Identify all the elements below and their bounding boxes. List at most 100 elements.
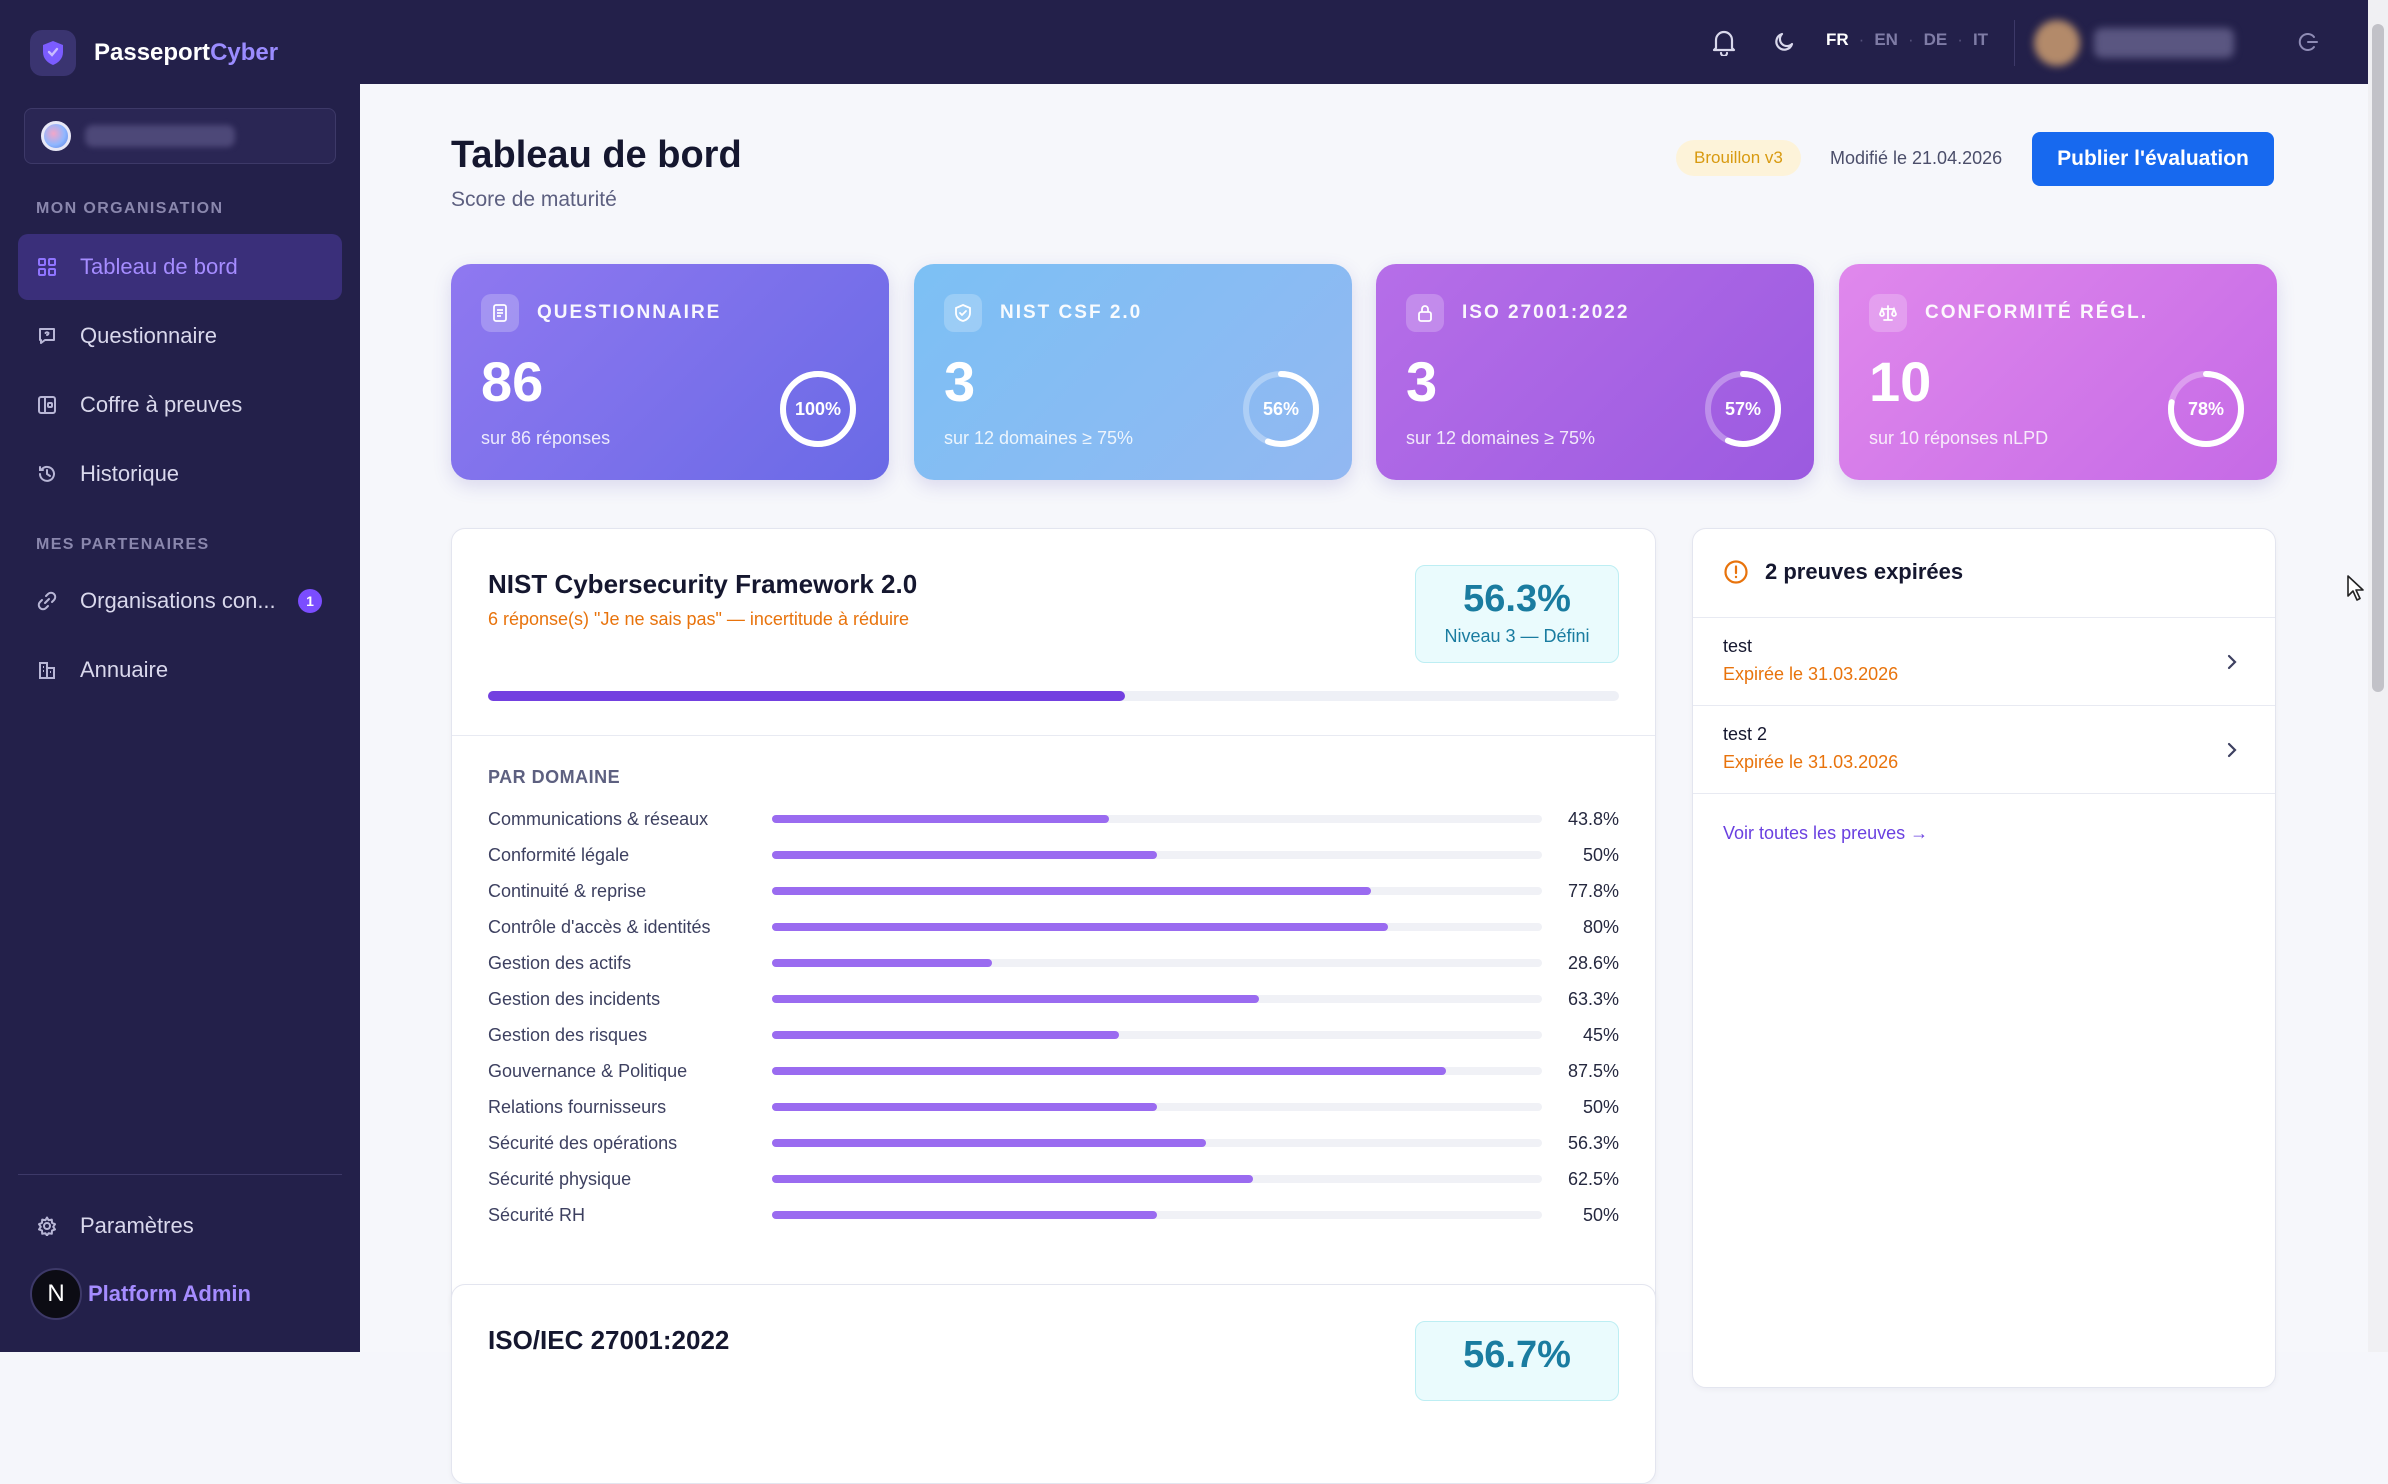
stat-card-nist[interactable]: NIST CSF 2.0 3 sur 12 domaines ≥ 75% 56%: [914, 264, 1352, 480]
sidebar-item-directory[interactable]: Annuaire: [18, 637, 342, 703]
moon-icon[interactable]: [1768, 26, 1800, 58]
domain-progress-bar: [772, 995, 1542, 1003]
stat-label: CONFORMITÉ RÉGL.: [1925, 302, 2149, 323]
domain-row: Gouvernance & Politique 87.5%: [488, 1053, 1619, 1089]
sidebar-item-settings[interactable]: Paramètres: [18, 1193, 342, 1259]
progress-ring: 100%: [780, 371, 856, 447]
domain-progress-bar: [772, 1067, 1542, 1075]
domain-row: Gestion des risques 45%: [488, 1017, 1619, 1053]
alert-circle-icon: [1724, 560, 1748, 584]
scale-icon: [1869, 294, 1907, 332]
nist-score-box: 56.3% Niveau 3 — Défini: [1415, 565, 1619, 663]
domain-progress-fill: [772, 923, 1388, 931]
separator-dot: ·: [1858, 30, 1865, 49]
domain-percentage: 28.6%: [1567, 952, 1619, 973]
brand-name: PasseportCyber: [94, 39, 279, 66]
language-fr[interactable]: FR: [1826, 30, 1849, 49]
domain-name: Gouvernance & Politique: [488, 1060, 688, 1081]
page-scrollbar[interactable]: [2368, 0, 2388, 1352]
sidebar-item-dashboard[interactable]: Tableau de bord: [18, 234, 342, 300]
stat-subtitle: sur 12 domaines ≥ 75%: [944, 428, 1133, 448]
card-divider: [1693, 793, 2275, 794]
domain-name: Sécurité des opérations: [488, 1132, 678, 1153]
admin-name: Platform Admin: [88, 1281, 251, 1306]
admin-user[interactable]: N Platform Admin: [30, 1268, 251, 1320]
top-bar: FR · EN · DE · IT: [360, 0, 2368, 84]
mouse-cursor-icon: [2347, 575, 2364, 601]
domain-percentage: 50%: [1582, 1204, 1619, 1225]
proof-expiry-date: Expirée le 31.03.2026: [1723, 752, 1899, 772]
shield-logo-icon: [30, 30, 76, 76]
separator-dot: ·: [1957, 30, 1963, 49]
domain-percentage: 62.5%: [1567, 1168, 1619, 1189]
scrollbar-thumb[interactable]: [2372, 24, 2384, 692]
sidebar-item-vault[interactable]: Coffre à preuves: [18, 372, 342, 438]
chevron-right-icon: [2223, 736, 2241, 764]
shield-icon: [944, 294, 982, 332]
nist-score-value: 56.3%: [1463, 578, 1571, 620]
sidebar-item-connected-organisations[interactable]: Organisations con... 1: [18, 568, 342, 634]
nist-maturity-level: Niveau 3 — Défini: [1444, 626, 1590, 646]
stat-card-compliance[interactable]: CONFORMITÉ RÉGL. 10 sur 10 réponses nLPD…: [1839, 264, 2277, 480]
domain-percentage: 80%: [1582, 916, 1619, 937]
uncertainty-warning: 6 réponse(s) "Je ne sais pas" — incertit…: [488, 609, 909, 629]
nist-framework-card: NIST Cybersecurity Framework 2.0 6 répon…: [451, 528, 1656, 1332]
domain-progress-fill: [772, 1175, 1254, 1183]
domain-progress-fill: [772, 1067, 1446, 1075]
domain-percentage: 43.8%: [1567, 808, 1619, 829]
bell-icon[interactable]: [1708, 26, 1740, 58]
logout-icon[interactable]: [2292, 26, 2324, 58]
domain-percentage: 77.8%: [1567, 880, 1619, 901]
iso-framework-card: ISO/IEC 27001:2022 56.7%: [451, 1284, 1656, 1484]
see-all-proofs-link[interactable]: Voir toutes les preuves →: [1723, 823, 1929, 843]
stat-card-questionnaire[interactable]: QUESTIONNAIRE 86 sur 86 réponses 100%: [451, 264, 889, 480]
domain-progress-bar: [772, 887, 1542, 895]
domain-name: Relations fournisseurs: [488, 1096, 667, 1117]
language-it[interactable]: IT: [1972, 30, 1989, 49]
domain-name: Contrôle d'accès & identités: [488, 916, 711, 937]
stat-subtitle: sur 12 domaines ≥ 75%: [1406, 428, 1595, 448]
sidebar-item-history[interactable]: Historique: [18, 441, 342, 507]
organization-switcher[interactable]: [24, 108, 336, 164]
document-icon: [481, 294, 519, 332]
domain-progress-bar: [772, 1031, 1542, 1039]
domain-percentage: 56.3%: [1567, 1132, 1619, 1153]
nist-progress-fill: [488, 691, 1125, 701]
topbar-separator: [2014, 20, 2015, 66]
domain-list: Communications & réseaux 43.8% Conformité …: [488, 801, 1619, 1233]
sidebar-item-label: Annuaire: [80, 657, 169, 682]
expired-proof-item[interactable]: test 2 Expirée le 31.03.2026: [1693, 705, 2275, 793]
expired-proof-item[interactable]: test Expirée le 31.03.2026: [1693, 617, 2275, 705]
publish-evaluation-button[interactable]: Publier l'évaluation: [2032, 132, 2274, 186]
section-my-organisation: MON ORGANISATION: [36, 200, 224, 217]
iso-card-title: ISO/IEC 27001:2022: [488, 1325, 730, 1355]
domain-progress-bar: [772, 1103, 1542, 1111]
section-my-partners: MES PARTENAIRES: [36, 536, 210, 553]
sidebar-item-label: Questionnaire: [80, 323, 217, 348]
sidebar-item-label: Coffre à preuves: [80, 392, 243, 417]
stat-subtitle: sur 86 réponses: [481, 428, 611, 448]
language-de[interactable]: DE: [1923, 30, 1948, 49]
progress-ring: 78%: [2168, 371, 2244, 447]
progress-ring-label: 57%: [1725, 399, 1761, 419]
nist-card-title: NIST Cybersecurity Framework 2.0: [488, 569, 918, 599]
domain-row: Communications & réseaux 43.8%: [488, 801, 1619, 837]
chevron-right-icon: [2223, 648, 2241, 676]
domain-row: Sécurité physique 62.5%: [488, 1161, 1619, 1197]
domain-progress-bar: [772, 851, 1542, 859]
main-content: Tableau de bord Score de maturité Brouil…: [360, 84, 2368, 1484]
domain-name: Communications & réseaux: [488, 808, 709, 829]
domain-row: Continuité & reprise 77.8%: [488, 873, 1619, 909]
stat-label: NIST CSF 2.0: [1000, 302, 1143, 323]
sidebar-item-questionnaire[interactable]: Questionnaire: [18, 303, 342, 369]
language-en[interactable]: EN: [1874, 30, 1898, 49]
domain-progress-fill: [772, 1103, 1157, 1111]
questionnaire-icon: [36, 325, 58, 347]
stat-card-iso[interactable]: ISO 27001:2022 3 sur 12 domaines ≥ 75% 5…: [1376, 264, 1814, 480]
domain-progress-fill: [772, 1211, 1157, 1219]
user-menu-redacted[interactable]: [2034, 18, 2244, 68]
domain-row: Gestion des incidents 63.3%: [488, 981, 1619, 1017]
brand[interactable]: PasseportCyber: [30, 30, 278, 76]
domain-heading: PAR DOMAINE: [488, 767, 621, 787]
stat-value: 10: [1869, 350, 1932, 413]
